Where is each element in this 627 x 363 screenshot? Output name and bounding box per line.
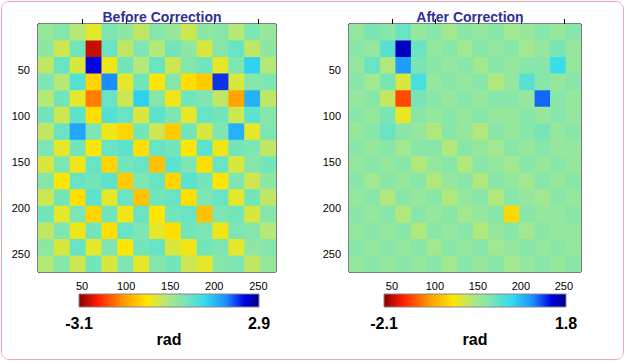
svg-text:100: 100 <box>323 110 341 122</box>
svg-text:250: 250 <box>12 248 30 260</box>
svg-text:50: 50 <box>76 280 88 292</box>
svg-text:250: 250 <box>555 280 573 292</box>
svg-text:-3.1: -3.1 <box>65 315 93 332</box>
svg-text:200: 200 <box>205 280 223 292</box>
svg-text:150: 150 <box>469 280 487 292</box>
svg-text:-2.1: -2.1 <box>370 315 398 332</box>
svg-text:50: 50 <box>18 64 30 76</box>
svg-text:200: 200 <box>323 202 341 214</box>
svg-text:rad: rad <box>463 331 488 348</box>
svg-text:150: 150 <box>12 156 30 168</box>
svg-text:250: 250 <box>323 248 341 260</box>
svg-text:200: 200 <box>512 280 530 292</box>
svg-text:After Correction: After Correction <box>416 9 523 25</box>
svg-text:1.8: 1.8 <box>555 315 577 332</box>
svg-text:250: 250 <box>249 280 267 292</box>
svg-text:150: 150 <box>323 156 341 168</box>
svg-text:rad: rad <box>157 331 182 348</box>
svg-text:100: 100 <box>426 280 444 292</box>
svg-text:Before Correction: Before Correction <box>102 9 221 25</box>
svg-text:100: 100 <box>117 280 135 292</box>
svg-text:150: 150 <box>161 280 179 292</box>
svg-text:200: 200 <box>12 202 30 214</box>
svg-text:50: 50 <box>386 280 398 292</box>
svg-text:50: 50 <box>329 64 341 76</box>
svg-text:2.9: 2.9 <box>248 315 270 332</box>
svg-text:100: 100 <box>12 110 30 122</box>
